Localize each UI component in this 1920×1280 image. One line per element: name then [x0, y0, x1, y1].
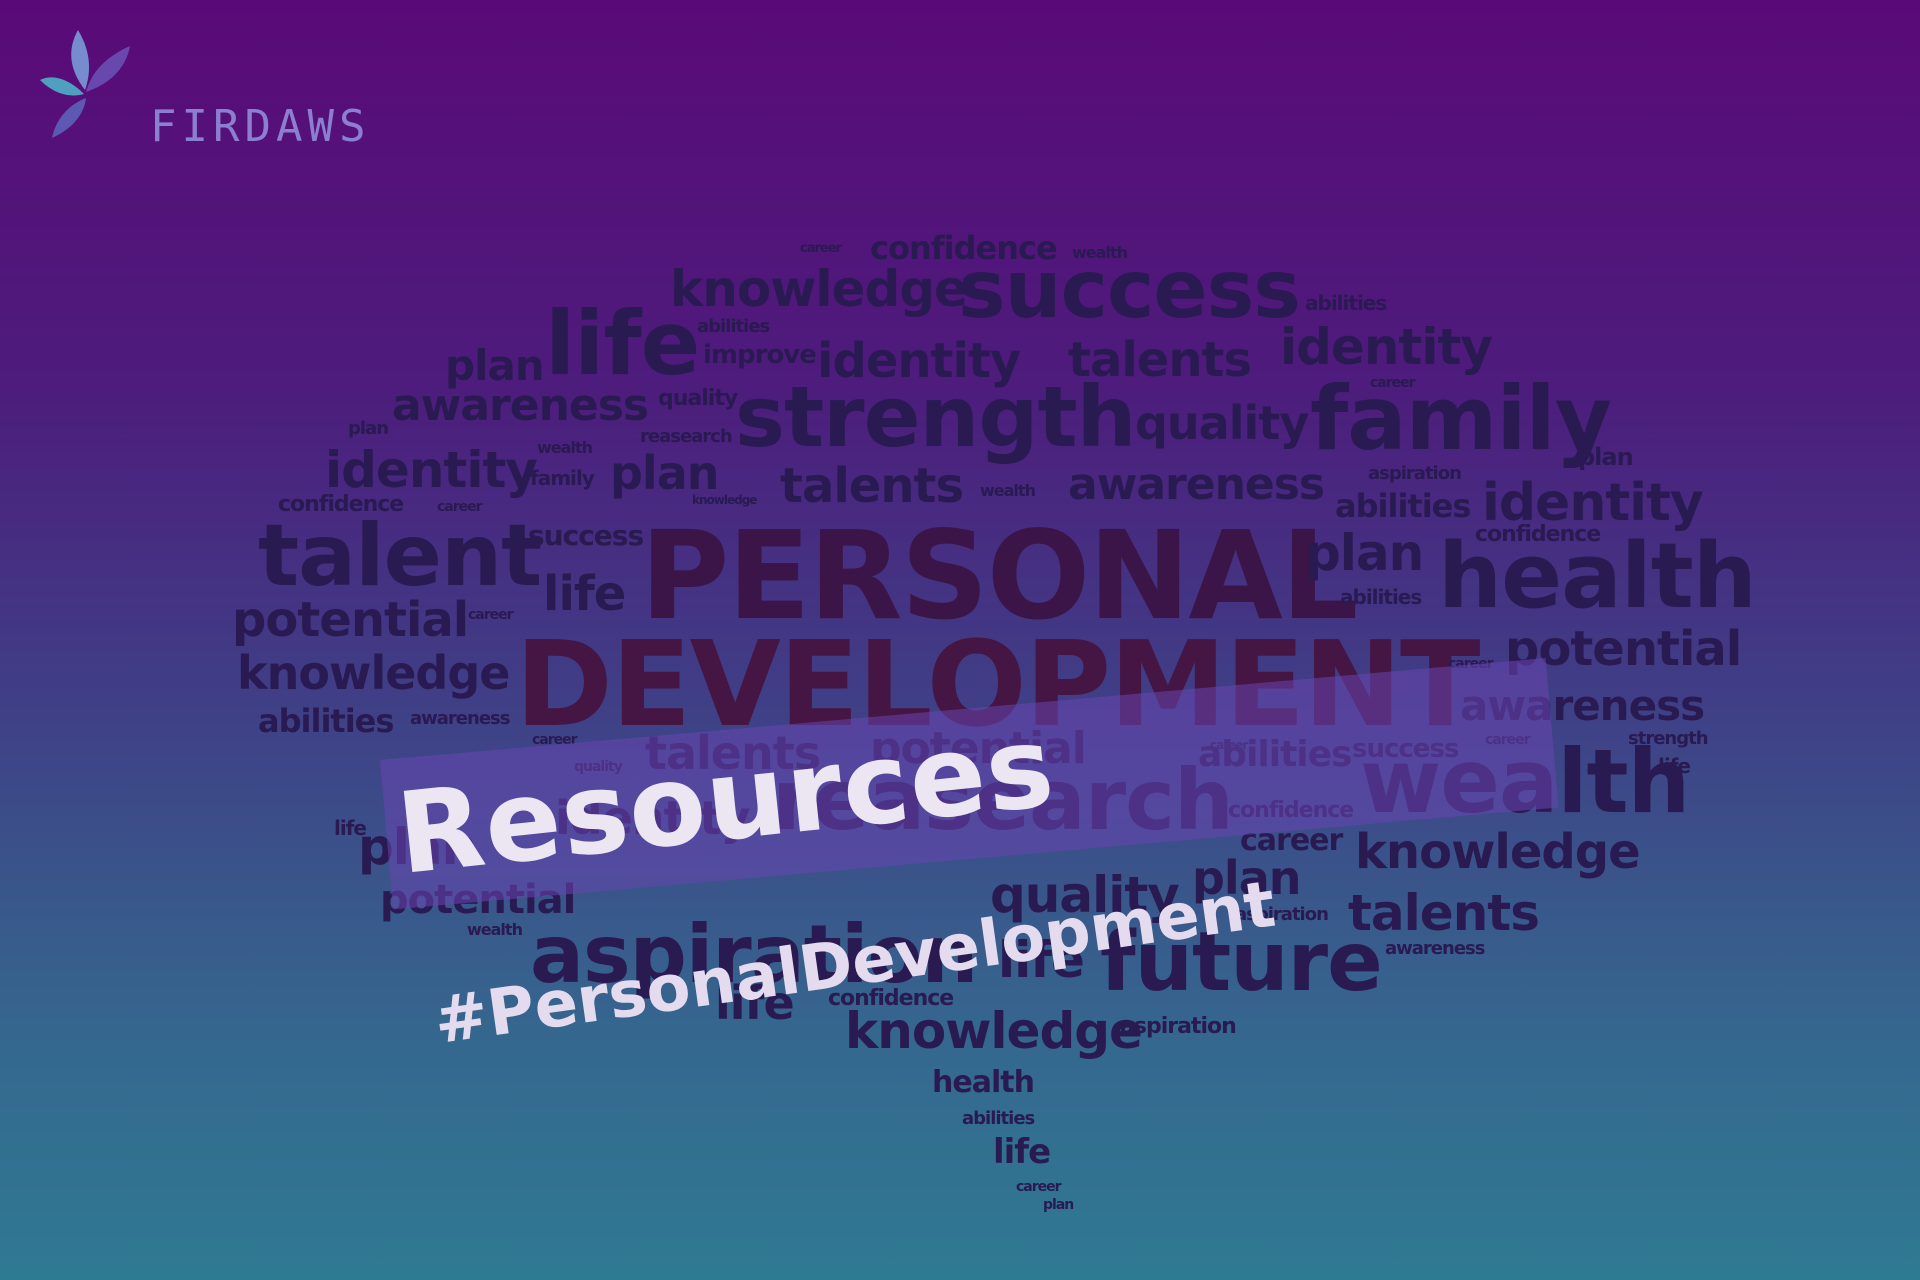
cloud-word: future: [1100, 915, 1383, 1010]
cloud-word: improve: [703, 340, 817, 370]
cloud-word: talent: [258, 506, 542, 606]
cloud-word: plan: [1192, 851, 1301, 905]
cloud-word: life: [1658, 754, 1691, 778]
cloud-word: confidence: [828, 986, 954, 1011]
cloud-word: aspiration: [1235, 904, 1329, 925]
cloud-word: abilities: [1305, 291, 1387, 315]
cloud-word: career: [1370, 375, 1416, 391]
cloud-word: knowledge: [1355, 824, 1641, 880]
cloud-word: strength: [735, 368, 1136, 466]
cloud-word: knowledge: [237, 646, 510, 700]
cloud-word: knowledge: [845, 1002, 1143, 1060]
cloud-word: life: [715, 976, 795, 1030]
cloud-word: abilities: [258, 702, 394, 740]
cloud-word: success: [528, 519, 644, 552]
cloud-word: strength: [1628, 728, 1709, 749]
cloud-word: talents: [1348, 884, 1540, 942]
cloud-word: life: [334, 816, 367, 840]
cloud-word: abilities: [962, 1108, 1035, 1129]
cloud-word: plan: [1305, 524, 1424, 582]
brand-name: FIRDAWS: [150, 101, 371, 152]
cloud-word: career: [800, 241, 842, 256]
cloud-word: abilities: [1340, 585, 1422, 609]
brand-logo: FIRDAWS: [40, 28, 365, 158]
cloud-word: life: [545, 292, 700, 395]
cloud-word: confidence: [870, 229, 1058, 267]
cloud-word: knowledge: [692, 493, 757, 507]
cloud-word: wealth: [467, 920, 523, 939]
cloud-word: quality: [1135, 396, 1309, 450]
cloud-word: knowledge: [670, 260, 968, 318]
cloud-word: awareness: [392, 380, 649, 431]
cloud-word: wealth: [537, 438, 593, 457]
cloud-word: talents: [1068, 332, 1252, 388]
cloud-word: awareness: [1068, 459, 1325, 510]
cloud-word: reasearch: [640, 426, 733, 447]
cloud-word: identity: [1280, 318, 1493, 376]
cloud-word: health: [1438, 524, 1757, 629]
cloud-word: awareness: [410, 708, 510, 729]
cloud-word: life: [998, 931, 1085, 989]
cloud-word: plan: [1578, 443, 1634, 471]
cloud-word: confidence: [278, 492, 404, 517]
cloud-word: wealth: [980, 481, 1036, 500]
cloud-word: life: [993, 1132, 1051, 1172]
cloud-word: plan: [1043, 1197, 1074, 1213]
cloud-word: potential: [232, 592, 469, 648]
cloud-word: aspiration: [1120, 1014, 1237, 1039]
cloud-word: life: [543, 566, 626, 622]
cloud-word: career: [1016, 1179, 1062, 1195]
cloud-word: identity: [817, 333, 1021, 389]
cloud-word: identity: [325, 441, 538, 499]
cloud-word: health: [932, 1065, 1035, 1100]
cloud-word: awareness: [1385, 938, 1485, 959]
cloud-word: plan: [348, 418, 389, 439]
cloud-word: aspiration: [530, 908, 978, 1001]
leaf-petals-icon: [40, 30, 130, 138]
cloud-word: plan: [610, 446, 719, 500]
cloud-word: career: [468, 607, 514, 623]
cloud-word: family: [530, 466, 595, 490]
cloud-word: wealth: [1072, 243, 1128, 262]
headline-word-personal: PERSONAL: [640, 505, 1359, 647]
cloud-word: plan: [445, 341, 545, 390]
cloud-word: abilities: [1335, 487, 1471, 525]
cloud-word: confidence: [1475, 522, 1601, 547]
cloud-word: quality: [658, 386, 738, 411]
cloud-word: identity: [1482, 473, 1704, 533]
cloud-word: family: [1310, 367, 1612, 470]
cloud-word: abilities: [697, 316, 770, 337]
cloud-word: success: [958, 243, 1301, 336]
cloud-word: aspiration: [1368, 463, 1462, 484]
cloud-word: career: [437, 499, 483, 515]
cloud-word: quality: [990, 866, 1180, 924]
cloud-word: talents: [780, 458, 964, 514]
